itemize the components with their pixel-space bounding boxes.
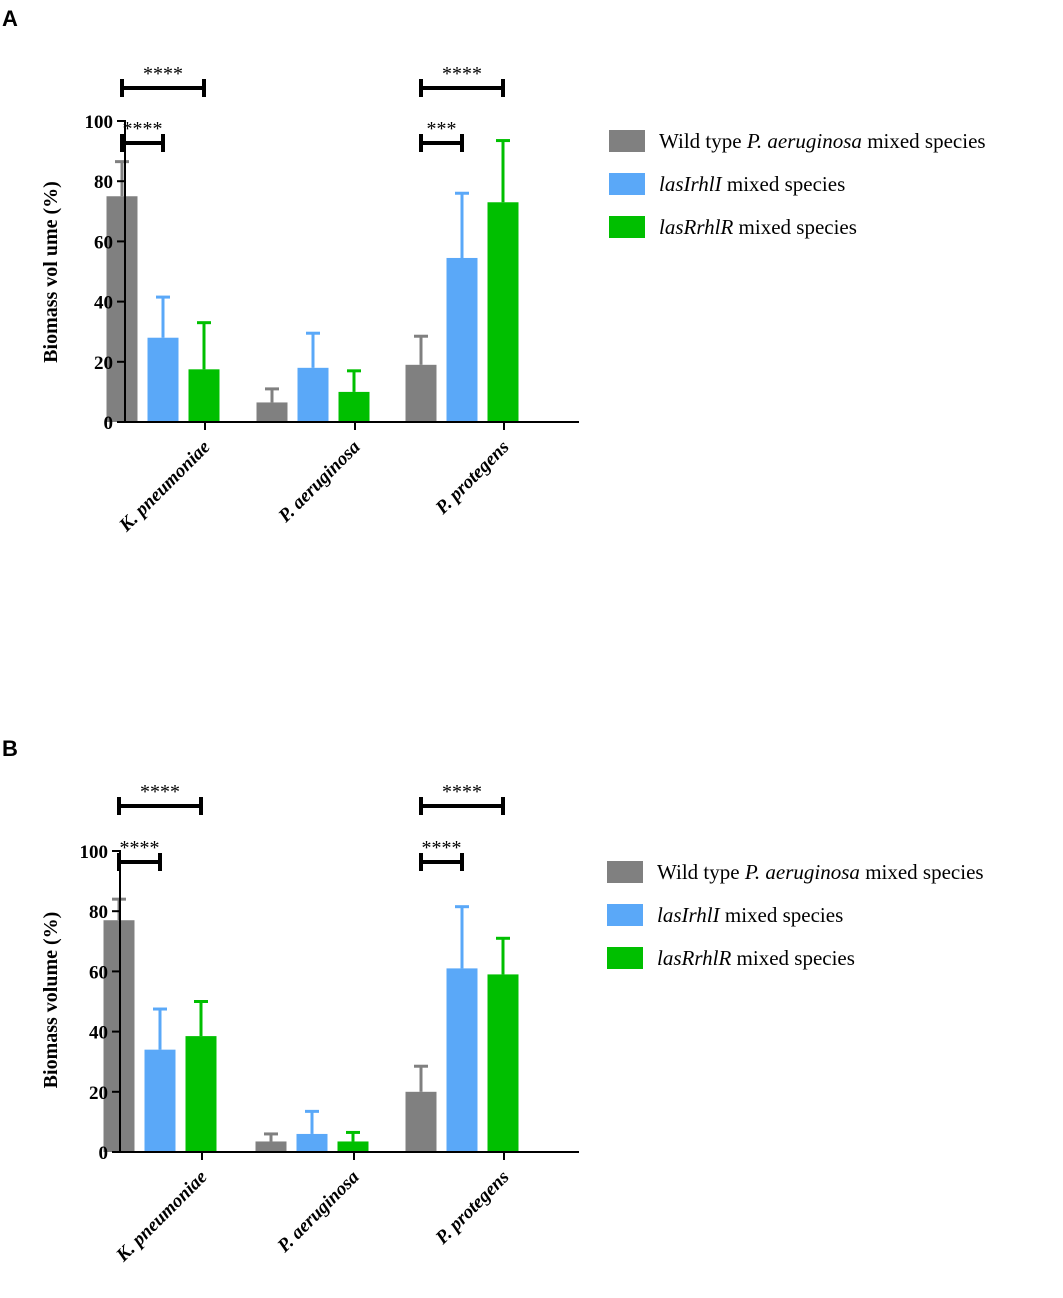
p2-legend-italic-2: lasRrhlR	[657, 946, 731, 970]
p2-legend-swatch-0	[607, 861, 643, 883]
p1-bar-s2-c0	[188, 369, 220, 422]
p1-y-tick-label-4: 80	[94, 172, 113, 193]
p1-legend-label-1: lasIrhlI mixed species	[659, 172, 845, 196]
panel-label-b: B	[2, 736, 18, 761]
p1-legend-suffix-2: mixed species	[733, 215, 857, 239]
p2-legend-suffix-0: mixed species	[860, 860, 984, 884]
p1-bar-s0-c0	[106, 196, 138, 422]
p1-bar-s1-c2	[446, 257, 478, 422]
p2-bar-s2-c1	[337, 1141, 369, 1152]
p2-bar-s1-c2	[446, 968, 478, 1152]
p2-y-axis-label: Biomass volume (%)	[40, 912, 62, 1089]
p1-bar-s1-c1	[297, 367, 329, 422]
p2-y-tick-label-4: 80	[89, 902, 108, 923]
p2-bar-s2-c2	[487, 974, 519, 1152]
p1-legend-label-2: lasRrhlR mixed species	[659, 215, 857, 239]
p1-bar-s0-c2	[405, 364, 437, 422]
p2-legend-label-0: Wild type P. aeruginosa mixed species	[657, 860, 984, 884]
p1-category-label-2: P. protegens	[431, 437, 513, 519]
p2-bar-s0-c2	[405, 1091, 437, 1152]
p1-y-tick-label-5: 100	[85, 112, 114, 133]
p1-legend-label-0: Wild type P. aeruginosa mixed species	[659, 129, 986, 153]
p1-legend-swatch-1	[609, 173, 645, 195]
p2-bar-s1-c1	[296, 1133, 328, 1152]
p1-y-axis-label: Biomass vol ume (%)	[40, 181, 62, 363]
p2-legend-suffix-1: mixed species	[720, 903, 844, 927]
p2-y-tick-label-5: 100	[80, 842, 109, 863]
p1-legend-prefix-0: Wild type	[659, 129, 747, 153]
p2-y-tick-label-1: 20	[89, 1083, 108, 1104]
p2-category-label-1: P. aeruginosa	[273, 1166, 364, 1257]
p1-bar-s2-c2	[487, 202, 519, 422]
p2-legend-label-1: lasIrhlI mixed species	[657, 903, 843, 927]
p1-bar-s1-c0	[147, 337, 179, 422]
p1-sig-label-0: ****	[123, 118, 163, 140]
p1-legend-italic-1: lasIrhlI	[659, 172, 723, 196]
p2-legend-swatch-2	[607, 947, 643, 969]
p1-legend-italic-0: P. aeruginosa	[746, 129, 862, 153]
p1-category-label-1: P. aeruginosa	[274, 436, 365, 527]
p1-sig-label-3: ****	[442, 63, 482, 85]
p1-bar-s2-c1	[338, 391, 370, 422]
p2-sig-label-0: ****	[120, 837, 160, 859]
p2-legend-label-2: lasRrhlR mixed species	[657, 946, 855, 970]
p2-sig-label-2: ****	[422, 837, 462, 859]
p1-sig-label-2: ***	[427, 118, 457, 140]
p2-category-label-0: K. pneumoniae	[112, 1166, 212, 1266]
p1-y-tick-label-1: 20	[94, 353, 113, 374]
p2-legend-swatch-1	[607, 904, 643, 926]
p1-legend-swatch-0	[609, 130, 645, 152]
p2-legend-italic-1: lasIrhlI	[657, 903, 721, 927]
p1-y-tick-label-0: 0	[104, 413, 114, 434]
p2-sig-label-3: ****	[442, 781, 482, 803]
p1-category-label-0: K. pneumoniae	[115, 436, 215, 536]
p2-y-tick-label-3: 60	[89, 962, 108, 983]
panel-label-a: A	[2, 6, 18, 31]
p2-y-tick-label-2: 40	[89, 1023, 108, 1044]
p1-legend-italic-2: lasRrhlR	[659, 215, 733, 239]
p1-legend-suffix-1: mixed species	[722, 172, 846, 196]
p2-category-label-2: P. protegens	[431, 1167, 513, 1249]
p2-bar-s0-c1	[255, 1141, 287, 1152]
p2-legend-italic-0: P. aeruginosa	[744, 860, 860, 884]
p2-bar-s2-c0	[185, 1036, 217, 1152]
p2-sig-label-1: ****	[140, 781, 180, 803]
p1-legend-suffix-0: mixed species	[862, 129, 986, 153]
p2-legend-prefix-0: Wild type	[657, 860, 745, 884]
p2-legend-suffix-2: mixed species	[731, 946, 855, 970]
p1-y-tick-label-3: 60	[94, 232, 113, 253]
p1-bar-s0-c1	[256, 402, 288, 422]
p2-bar-s1-c0	[144, 1049, 176, 1152]
p1-y-tick-label-2: 40	[94, 293, 113, 314]
p1-legend-swatch-2	[609, 216, 645, 238]
p1-sig-label-1: ****	[143, 63, 183, 85]
p2-y-tick-label-0: 0	[99, 1143, 109, 1164]
